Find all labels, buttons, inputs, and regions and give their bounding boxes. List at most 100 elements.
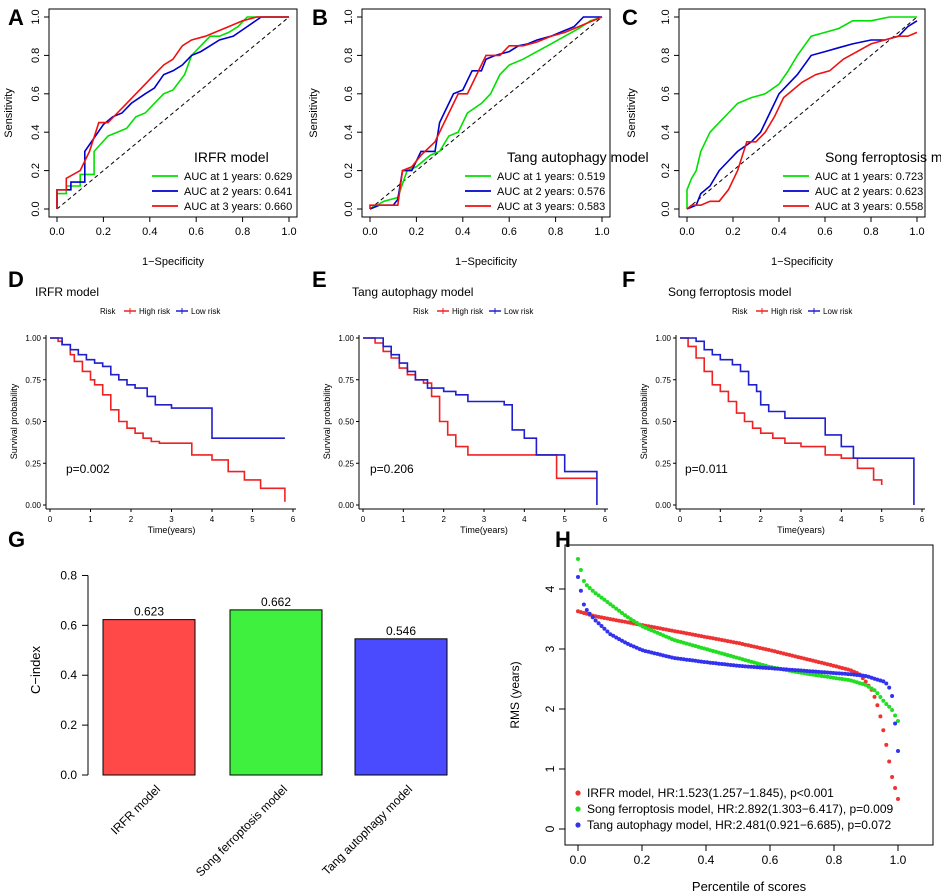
roc-curve-1-years <box>369 16 603 210</box>
data-point <box>634 645 639 650</box>
panel-letter-g: G <box>8 527 25 552</box>
x-tick-label: 0.4 <box>771 226 786 238</box>
data-point <box>611 633 616 638</box>
x-tick-label: 0.2 <box>96 226 111 238</box>
legend-entry: Song ferroptosis model, HR:2.892(1.303−6… <box>587 802 894 816</box>
data-point <box>593 591 598 596</box>
data-point <box>825 662 830 667</box>
legend-swatch <box>575 806 581 812</box>
data-point <box>846 672 851 677</box>
data-point <box>825 674 830 679</box>
legend-title: Risk <box>413 307 430 316</box>
data-point <box>834 676 839 681</box>
plot-frame <box>48 8 298 218</box>
data-point <box>702 634 707 639</box>
legend-entry: AUC at 3 years: 0.558 <box>815 201 923 213</box>
data-point <box>702 646 707 651</box>
data-point <box>822 670 827 675</box>
panel-letter-h: H <box>555 527 571 552</box>
x-axis-label: Time(years) <box>460 525 508 535</box>
legend-entry: IRFR model, HR:1.523(1.257−1.845), p<0.0… <box>587 786 834 800</box>
data-point <box>743 658 748 663</box>
data-point <box>805 669 809 673</box>
data-point <box>711 661 715 665</box>
data-point <box>675 639 680 644</box>
plot-frame <box>678 8 926 218</box>
data-point <box>816 669 821 674</box>
legend-swatch <box>575 790 581 796</box>
data-point <box>576 557 580 561</box>
y-tick-label: 2 <box>543 705 557 712</box>
data-point <box>661 633 666 638</box>
data-point <box>752 644 757 649</box>
data-point <box>652 629 657 634</box>
data-point <box>669 637 674 642</box>
bar-category-label: Tang autophagy model <box>319 782 415 878</box>
x-tick-label: 0.6 <box>762 853 779 867</box>
data-point <box>623 613 627 618</box>
data-point <box>769 666 774 671</box>
legend-entry: Tang autophagy model, HR:2.481(0.921−6.6… <box>587 818 892 832</box>
data-point <box>740 664 745 669</box>
x-axis-label: Time(years) <box>777 525 825 535</box>
x-tick-label: 3 <box>799 515 804 524</box>
y-tick-label: 0.8 <box>343 48 355 63</box>
data-point <box>890 775 895 779</box>
data-point <box>875 677 880 682</box>
data-point <box>625 615 630 620</box>
x-tick-label: 0.6 <box>502 226 517 238</box>
data-point <box>608 602 613 607</box>
x-tick-label: 0.8 <box>235 226 250 238</box>
x-tick-label: 5 <box>879 515 884 524</box>
legend-entry: AUC at 2 years: 0.576 <box>497 186 605 198</box>
data-point <box>716 637 721 642</box>
data-point <box>849 672 853 677</box>
data-point <box>869 686 874 691</box>
y-tick-label: 0.50 <box>655 418 671 427</box>
x-tick-label: 0.0 <box>679 226 694 238</box>
data-point <box>810 669 815 674</box>
data-point <box>716 650 721 655</box>
panel-letter-d: D <box>8 267 24 292</box>
roc-curve-3-years <box>56 16 289 209</box>
legend-entry: High risk <box>139 307 171 316</box>
x-tick-label: 1.0 <box>594 226 609 238</box>
legend-entry: High risk <box>452 307 484 316</box>
data-point <box>857 681 862 686</box>
data-point <box>802 668 807 673</box>
y-tick-label: 0.00 <box>338 501 354 510</box>
x-tick-label: 1.0 <box>909 226 924 238</box>
data-point <box>581 602 586 607</box>
y-axis-label: C−index <box>28 645 43 694</box>
y-tick-label: 0.50 <box>25 418 41 427</box>
data-point <box>716 661 721 666</box>
data-point <box>863 679 868 684</box>
data-point <box>790 667 795 672</box>
data-point <box>749 664 754 669</box>
x-tick-label: 0.2 <box>725 226 740 238</box>
x-tick-label: 0.0 <box>362 226 377 238</box>
data-point <box>775 666 780 671</box>
y-tick-label: 1.0 <box>30 9 42 24</box>
data-point <box>611 617 616 622</box>
data-point <box>675 656 680 661</box>
y-tick-label: 0.0 <box>343 201 355 216</box>
x-axis-label: Time(years) <box>148 525 196 535</box>
km-title: Tang autophagy model <box>352 285 473 299</box>
data-point <box>834 671 839 676</box>
data-point <box>890 694 895 698</box>
panel-letter-f: F <box>622 267 635 292</box>
data-point <box>722 662 727 667</box>
data-point <box>617 608 622 613</box>
data-point <box>719 662 724 666</box>
data-point <box>778 667 783 671</box>
y-tick-label: 0.6 <box>30 86 42 101</box>
y-axis-label: Sensitivity <box>3 88 15 138</box>
legend-title: IRFR model <box>194 149 269 165</box>
data-point <box>796 668 801 673</box>
data-point <box>605 629 610 634</box>
data-point <box>872 694 877 699</box>
x-tick-label: 0 <box>678 515 683 524</box>
km-curve-Low-risk <box>50 337 285 439</box>
